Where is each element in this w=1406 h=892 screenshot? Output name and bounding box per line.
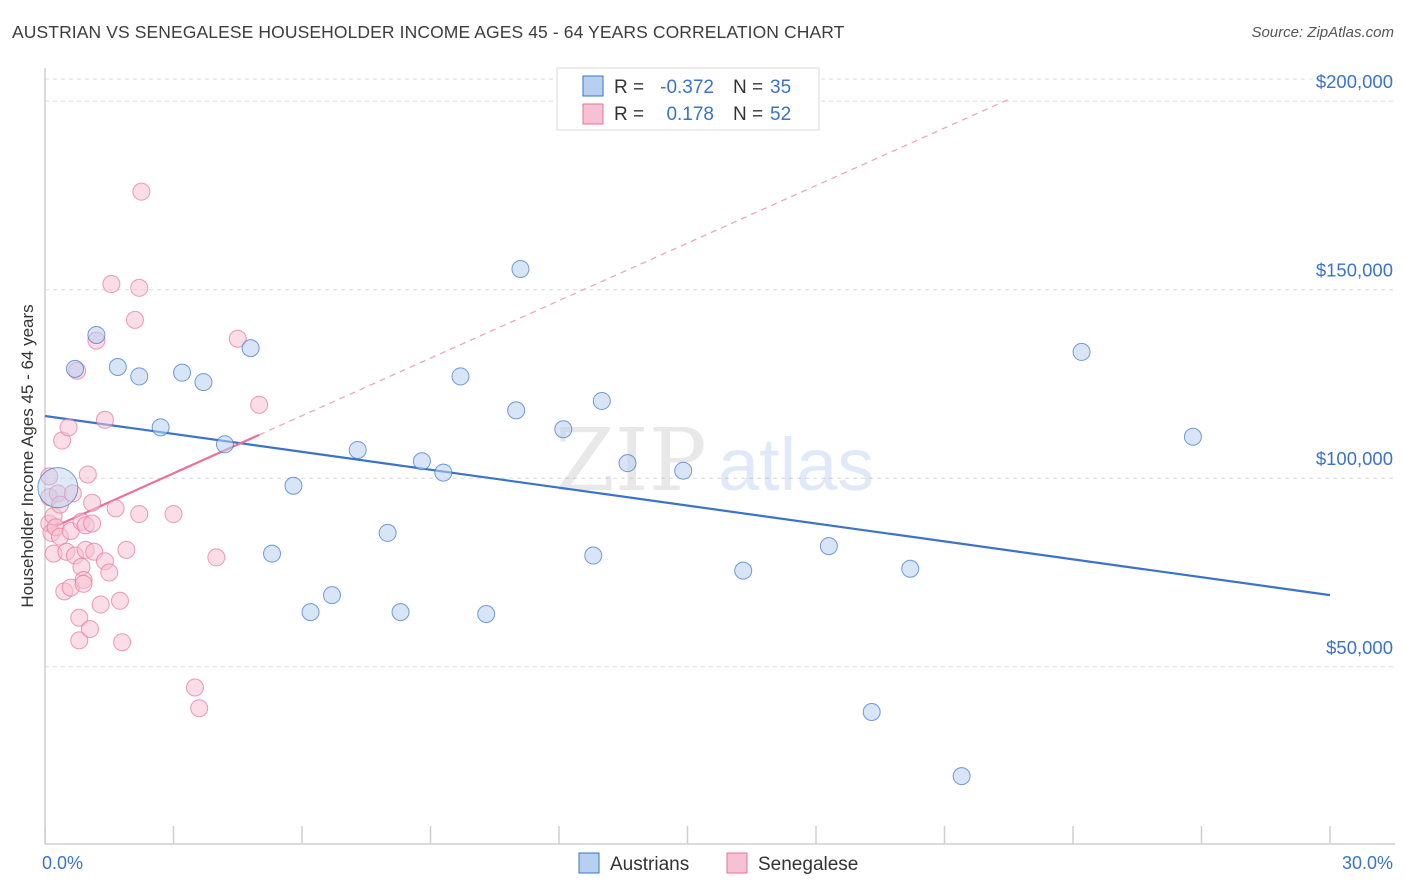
senegalese-point xyxy=(110,591,129,610)
x-axis-ticks xyxy=(44,826,1331,844)
watermark: ZIP atlas xyxy=(555,411,874,511)
austrian-point xyxy=(194,373,213,392)
senegalese-point xyxy=(132,182,151,201)
senegalese-point xyxy=(91,595,110,614)
austrian-point xyxy=(108,358,127,377)
senegalese-point xyxy=(59,418,78,437)
gridlines xyxy=(45,78,1395,668)
senegalese-point xyxy=(185,678,204,697)
source-label: Source: ZipAtlas.com xyxy=(1251,24,1394,41)
senegalese-points xyxy=(40,182,269,718)
austrian-point xyxy=(65,359,84,378)
senegalese-point xyxy=(83,493,102,512)
senegalese-point xyxy=(130,505,149,524)
legend-r-value: -0.372 xyxy=(660,77,714,98)
senegalese-point xyxy=(100,563,119,582)
senegalese-point xyxy=(106,499,125,518)
austrian-point xyxy=(263,544,282,563)
senegalese-point xyxy=(190,699,209,718)
senegalese-point xyxy=(74,574,93,593)
austrian-point xyxy=(284,476,303,495)
austrian-point xyxy=(151,418,170,437)
austrian-point xyxy=(734,561,753,580)
austrian-point xyxy=(1072,342,1091,361)
austrian-point xyxy=(391,603,410,622)
senegalese-point xyxy=(113,633,132,652)
austrian-point xyxy=(173,363,192,382)
y-axis-title: Householder Income Ages 45 - 64 years xyxy=(18,304,37,607)
austrian-point xyxy=(618,454,637,473)
y-tick-labels: $50,000 $100,000 $150,000 $200,000 xyxy=(1316,71,1393,658)
senegalese-point xyxy=(70,631,89,650)
austrian-point xyxy=(378,523,397,542)
senegalese-point xyxy=(83,514,102,533)
senegalese-point xyxy=(95,410,114,429)
senegalese-point xyxy=(102,275,121,294)
y-tick-label: $100,000 xyxy=(1316,448,1393,469)
legend-label-senegalese: Senegalese xyxy=(758,854,858,875)
austrian-point xyxy=(901,559,920,578)
senegalese-point xyxy=(164,505,183,524)
legend-n-label: N = xyxy=(733,104,763,125)
senegalese-point xyxy=(250,395,269,414)
legend-r-label: R = xyxy=(614,77,644,98)
austrian-point xyxy=(952,767,971,786)
austrian-point xyxy=(554,420,573,439)
legend-swatch-senegalese xyxy=(726,852,748,874)
legend-r-value: 0.178 xyxy=(666,104,714,125)
austrian-point xyxy=(1183,427,1202,446)
legend-r-label: R = xyxy=(614,104,644,125)
austrian-point xyxy=(584,546,603,565)
austrian-point xyxy=(477,604,496,623)
legend-label-austrians: Austrians xyxy=(610,854,689,875)
x-tick-label-min: 0.0% xyxy=(42,853,83,873)
austrian-point xyxy=(434,463,453,482)
austrian-point xyxy=(241,339,260,358)
austrians-trend-line xyxy=(44,414,1331,597)
austrian-point xyxy=(862,703,881,722)
austrian-point xyxy=(348,440,367,459)
austrian-point xyxy=(322,586,341,605)
legend-n-label: N = xyxy=(733,77,763,98)
senegalese-point xyxy=(78,465,97,484)
austrian-points xyxy=(37,259,1202,786)
austrian-point xyxy=(674,461,693,480)
correlation-legend: R = -0.372 N = 35 R = 0.178 N = 52 xyxy=(556,67,820,131)
senegalese-point xyxy=(207,548,226,567)
senegalese-point xyxy=(70,608,89,627)
austrian-point xyxy=(301,603,320,622)
y-tick-label: $200,000 xyxy=(1316,71,1393,92)
chart-title: AUSTRIAN VS SENEGALESE HOUSEHOLDER INCOM… xyxy=(12,22,845,42)
axes xyxy=(44,68,1395,845)
legend-n-value: 52 xyxy=(770,104,791,125)
austrian-point xyxy=(87,325,106,344)
x-tick-label-max: 30.0% xyxy=(1342,853,1393,873)
senegalese-point xyxy=(117,540,136,559)
austrian-point xyxy=(592,391,611,410)
y-tick-label: $50,000 xyxy=(1326,637,1393,658)
senegalese-trend-extension xyxy=(258,98,1010,436)
senegalese-point xyxy=(125,310,144,329)
austrian-point xyxy=(215,435,234,454)
legend-swatch-senegalese xyxy=(582,103,604,125)
legend-swatch-austrians xyxy=(578,852,600,874)
y-tick-label: $150,000 xyxy=(1316,260,1393,281)
senegalese-point xyxy=(130,278,149,297)
austrian-point xyxy=(507,401,526,420)
austrian-point xyxy=(37,467,79,509)
legend-swatch-austrians xyxy=(582,75,604,97)
series-legend: Austrians Senegalese xyxy=(578,852,858,875)
senegalese-point xyxy=(80,620,99,639)
austrian-point xyxy=(130,367,149,386)
austrian-point xyxy=(451,367,470,386)
senegalese-point xyxy=(228,329,247,348)
watermark-atlas: atlas xyxy=(718,423,874,506)
legend-n-value: 35 xyxy=(770,77,791,98)
austrian-point xyxy=(412,452,431,471)
austrian-point xyxy=(819,537,838,556)
austrian-point xyxy=(511,259,530,278)
senegalese-point xyxy=(63,484,82,503)
